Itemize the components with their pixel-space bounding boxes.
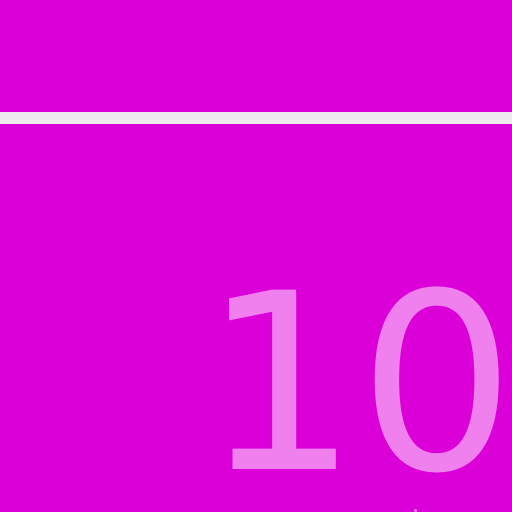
indicator-dot: [414, 509, 417, 512]
main-panel: 103: [0, 124, 512, 512]
top-band: [0, 0, 512, 112]
counter-value: 103: [202, 242, 512, 512]
divider: [0, 112, 512, 124]
